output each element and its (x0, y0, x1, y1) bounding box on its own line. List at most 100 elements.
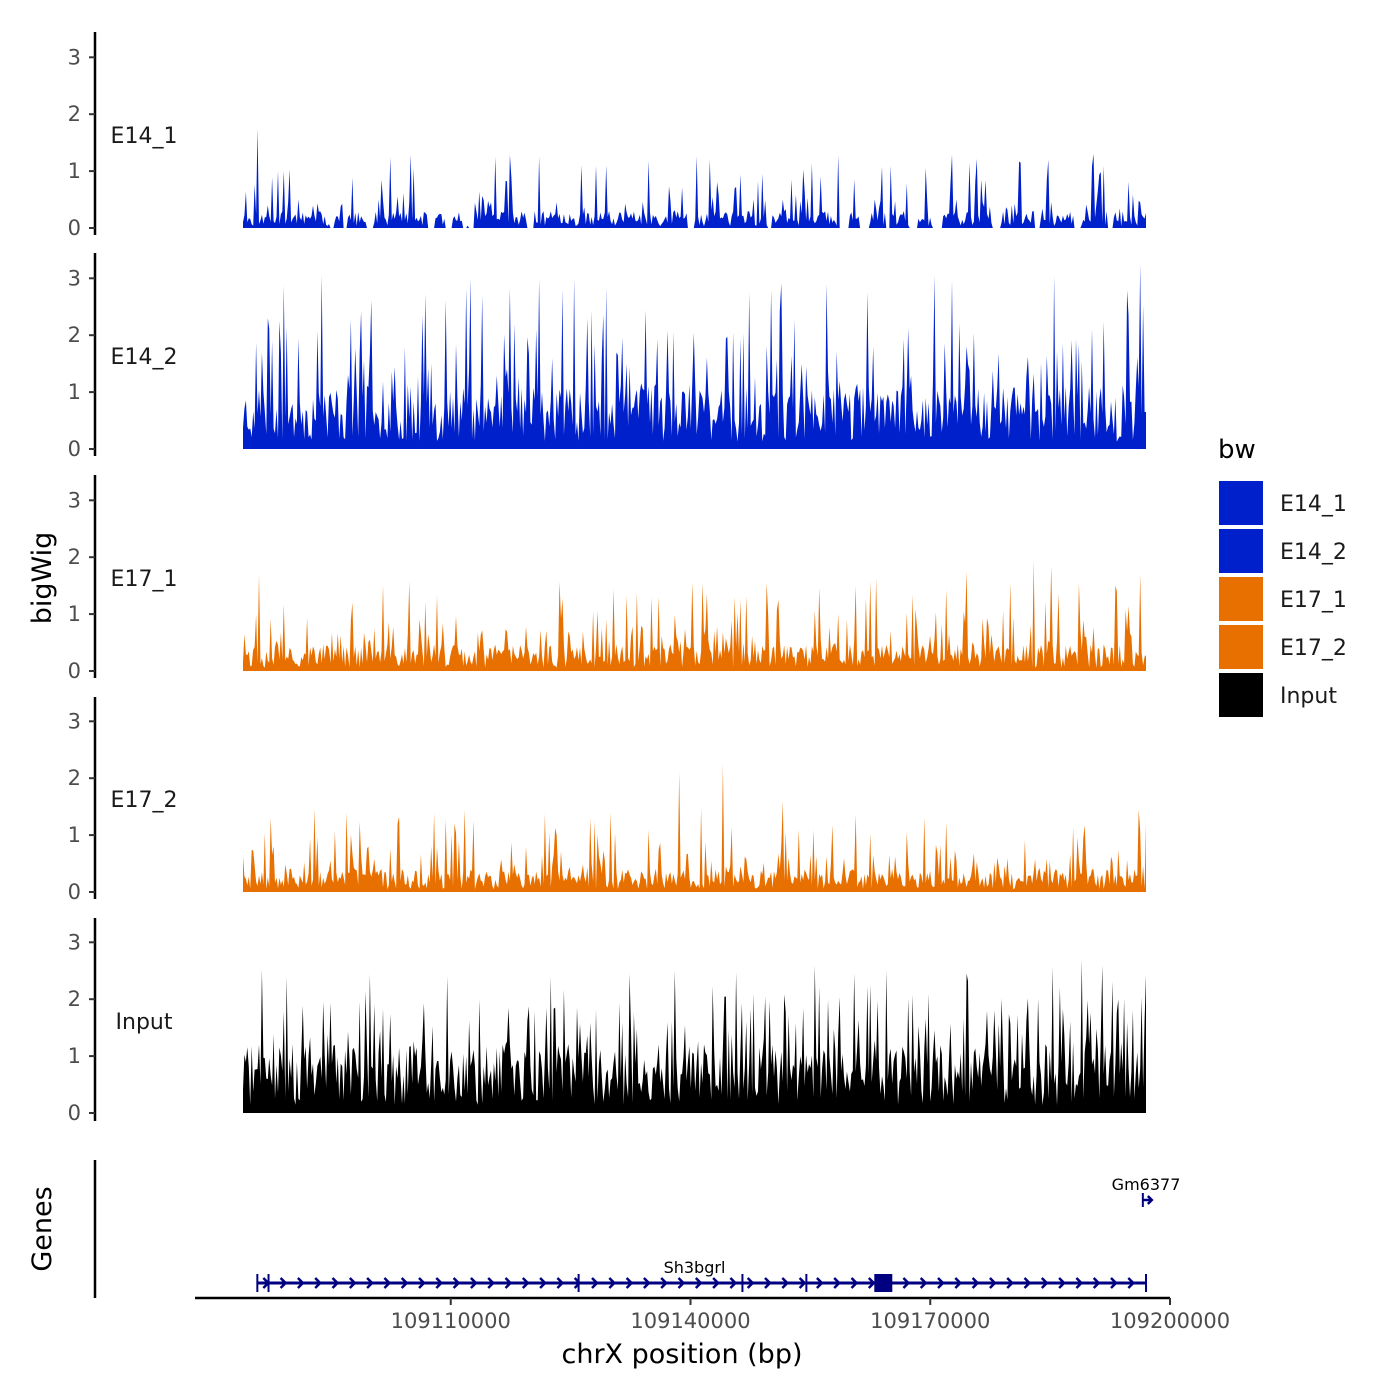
strand-arrow (694, 1277, 703, 1289)
strand-arrow (348, 1277, 357, 1289)
track-E14_1: 0 1 2 3 E14_1 (68, 32, 1146, 240)
strand-arrow (279, 1277, 288, 1289)
legend-label-E14_2: E14_2 (1280, 540, 1347, 565)
track-Input: 0 1 2 3 Input (68, 918, 1146, 1125)
gene-label-Sh3bgrl: Sh3bgrl (664, 1258, 726, 1277)
y-tick-label: 3 (68, 709, 81, 733)
y-tick-label: 0 (68, 880, 81, 904)
strand-arrow (1075, 1277, 1084, 1289)
y-tick-label: 0 (68, 216, 81, 240)
x-axis-title: chrX position (bp) (561, 1339, 802, 1370)
strand-arrow (816, 1277, 824, 1289)
track-label: E14_1 (111, 124, 178, 149)
legend-swatch-E17_1 (1217, 575, 1265, 623)
strand-arrow (314, 1277, 322, 1289)
strand-arrow (418, 1277, 426, 1289)
strand-arrow (660, 1277, 668, 1289)
y-tick-label: 2 (68, 102, 81, 126)
strand-arrow (383, 1277, 392, 1289)
gene-label-Gm6377: Gm6377 (1112, 1175, 1181, 1194)
strand-arrow (902, 1277, 911, 1289)
track-label: E14_2 (111, 345, 178, 370)
strand-arrow (452, 1277, 461, 1289)
strand-arrow (989, 1277, 997, 1289)
strand-arrow (400, 1277, 409, 1289)
strand-arrow (781, 1277, 790, 1289)
strand-arrow (919, 1277, 928, 1289)
y-tick-label: 2 (68, 987, 81, 1011)
y-tick-label: 1 (68, 159, 81, 183)
strand-arrow (521, 1277, 530, 1289)
strand-arrow (297, 1277, 305, 1289)
x-tick-label: 109200000 (1110, 1309, 1230, 1333)
strand-arrow (746, 1277, 755, 1289)
legend-swatch-E14_2 (1217, 527, 1265, 575)
strand-arrow (1006, 1277, 1014, 1289)
legend-title: bw (1218, 435, 1256, 465)
strand-arrow (867, 1277, 876, 1289)
track-E17_2: 0 1 2 3 E17_2 (68, 697, 1146, 904)
y-tick-label: 2 (68, 323, 81, 347)
legend: bw E14_1 E14_2 E17_1 E17_2 Input (1217, 435, 1347, 719)
x-tick-label: 109110000 (391, 1309, 511, 1333)
legend-label-E14_1: E14_1 (1280, 492, 1347, 517)
strand-arrow (1110, 1277, 1118, 1289)
strand-arrow (1127, 1277, 1136, 1289)
strand-arrow (798, 1277, 807, 1289)
track-E14_2: 0 1 2 3 E14_2 (68, 253, 1146, 461)
y-tick-label: 3 (68, 930, 81, 954)
track-E17_1: 0 1 2 3 E17_1 (68, 475, 1146, 683)
gene-panel: Sh3bgrl Gm6377 (93, 1160, 1181, 1298)
bigwig-tracks: 0 1 2 3 E14_1 0 1 2 3 E14_2 0 1 2 3 E17_1 0 1 2 3 E17_2 0 1 2 3… (68, 32, 1146, 1125)
y-tick-label: 1 (68, 823, 81, 847)
x-tick-label: 109140000 (630, 1309, 750, 1333)
strand-arrow (1142, 1195, 1154, 1205)
legend-label-Input: Input (1280, 684, 1337, 709)
signal-area-E17_1 (243, 560, 1146, 671)
signal-area-E14_1 (243, 128, 1146, 228)
legend-label-E17_1: E17_1 (1280, 588, 1347, 613)
strand-arrow (435, 1277, 444, 1289)
strand-arrow (850, 1277, 859, 1289)
track-label: E17_1 (111, 567, 178, 592)
strand-arrow (573, 1277, 582, 1289)
y-tick-label: 3 (68, 266, 81, 290)
signal-area-Input (243, 959, 1146, 1113)
strand-arrow (556, 1277, 565, 1289)
signal-area-E17_2 (243, 764, 1146, 892)
legend-swatch-E17_2 (1217, 623, 1265, 671)
legend-swatch-Input (1217, 671, 1265, 719)
strand-arrow (487, 1277, 495, 1289)
strand-arrow (539, 1277, 547, 1289)
signal-area-E14_2 (243, 264, 1146, 449)
strand-arrow (608, 1277, 617, 1289)
strand-arrow (470, 1277, 478, 1289)
legend-swatch-E14_1 (1217, 479, 1265, 527)
strand-arrow (1092, 1277, 1101, 1289)
strand-arrow (1058, 1277, 1066, 1289)
y-tick-label: 0 (68, 437, 81, 461)
track-label: E17_2 (111, 788, 178, 813)
strand-arrow (366, 1277, 374, 1289)
y-tick-label: 3 (68, 45, 81, 69)
x-axis: 109110000 109140000 109170000 109200000 (195, 1296, 1230, 1333)
x-tick-label: 109170000 (870, 1309, 990, 1333)
strand-arrow (833, 1277, 841, 1289)
y-tick-label: 0 (68, 659, 81, 683)
y-axis-title: bigWig (27, 532, 58, 625)
y-tick-label: 2 (68, 545, 81, 569)
strand-arrow (643, 1277, 651, 1289)
legend-label-E17_2: E17_2 (1280, 636, 1347, 661)
strand-arrow (729, 1277, 738, 1289)
strand-arrow (971, 1277, 980, 1289)
strand-arrow (1023, 1277, 1032, 1289)
strand-arrow (764, 1277, 772, 1289)
strand-arrow (954, 1277, 963, 1289)
strand-arrow (625, 1277, 634, 1289)
y-tick-label: 2 (68, 766, 81, 790)
strand-arrow (591, 1277, 599, 1289)
strand-arrow (1040, 1277, 1049, 1289)
y-tick-label: 3 (68, 488, 81, 512)
exon-block (874, 1274, 893, 1292)
